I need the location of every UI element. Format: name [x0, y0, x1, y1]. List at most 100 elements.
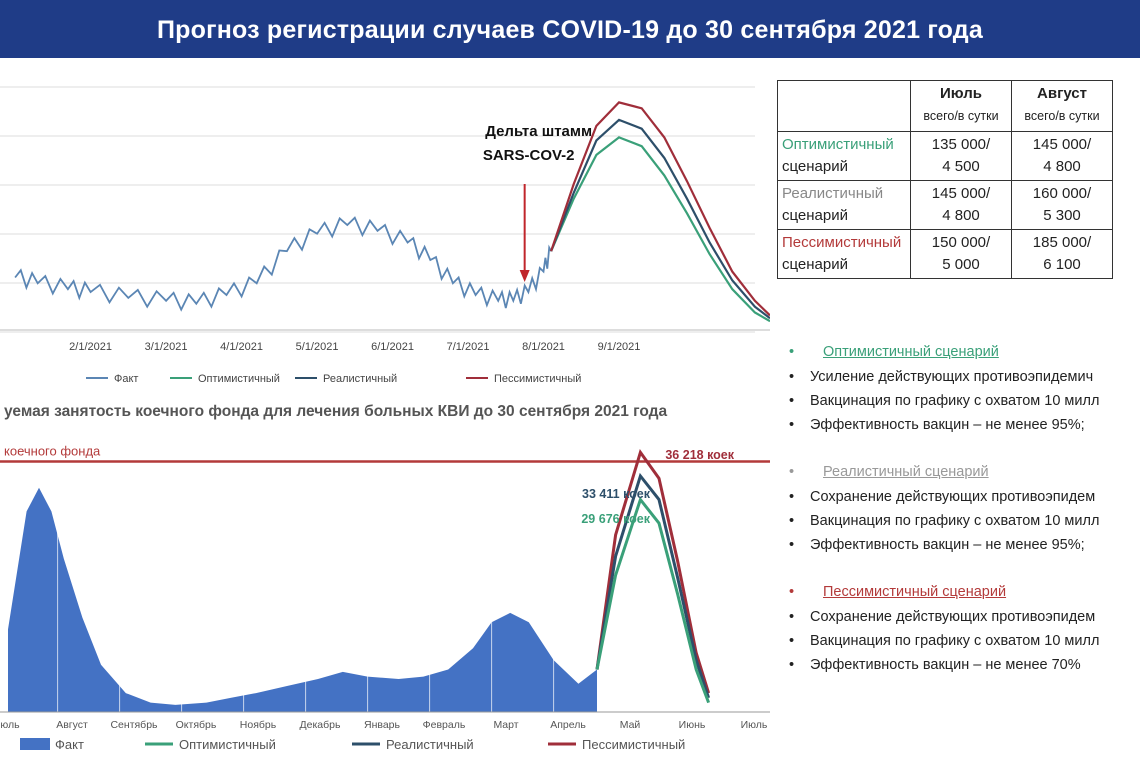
scenario-bullet: Сохранение действующих противоэпидем: [785, 606, 1140, 630]
scenario-bullet: Сохранение действующих противоэпидем: [785, 486, 1140, 510]
x-tick-label: 6/1/2021: [371, 341, 414, 353]
realistic-scenario-block: Реалистичный сценарий Сохранение действу…: [785, 460, 1140, 558]
pessimistic-scenario-block: Пессимистичный сценарий Сохранение дейст…: [785, 580, 1140, 678]
x-category-label: Март: [493, 719, 518, 731]
scenario-bullet: Вакцинация по графику с охватом 10 милл: [785, 630, 1140, 654]
cell-daily: 4 800: [1043, 158, 1081, 175]
row-name-line2: сценарий: [782, 158, 848, 175]
cell: 145 000/4 800: [1011, 131, 1113, 181]
scenario-descriptions: Оптимистичный сценарий Усиление действую…: [785, 340, 1140, 760]
table-corner: [777, 80, 911, 132]
legend-label: Реалистичный: [323, 373, 397, 385]
cell-daily: 5 000: [942, 256, 980, 273]
capacity-label: коечного фонда: [4, 443, 101, 458]
series-line-3: [550, 101, 770, 317]
forecast-value-label: 29 676 коек: [581, 512, 650, 526]
scenario-bullet: Эффективность вакцин – не менее 95%;: [785, 414, 1140, 438]
x-category-label: Декабрь: [300, 719, 341, 731]
cell-daily: 4 500: [942, 158, 980, 175]
table-header-july: Июль всего/в сутки: [910, 80, 1012, 132]
pessimistic-scenario-title: Пессимистичный сценарий: [785, 580, 1140, 606]
x-tick-label: 2/1/2021: [69, 341, 112, 353]
x-tick-label: 4/1/2021: [220, 341, 263, 353]
x-category-label: Январь: [364, 719, 401, 731]
cell-daily: 5 300: [1043, 207, 1081, 224]
legend-label: Оптимистичный: [198, 373, 280, 385]
series-line-0: [14, 216, 552, 312]
forecast-line-1: [595, 472, 711, 699]
legend-label: Пессимистичный: [494, 373, 581, 385]
annotation-arrow-head: [519, 270, 530, 282]
x-category-label: Сентябрь: [110, 719, 158, 731]
cell-total: 135 000/: [931, 136, 991, 153]
legend-label: Факт: [114, 373, 138, 385]
cell: 160 000/5 300: [1011, 180, 1113, 230]
scenario-bullet: Вакцинация по графику с охватом 10 милл: [785, 390, 1140, 414]
x-category-label: Июль: [741, 719, 768, 731]
x-category-label: Апрель: [550, 719, 586, 731]
x-tick-label: 3/1/2021: [145, 341, 188, 353]
bed-occupancy-svg: уемая занятость коечного фонда для лечен…: [0, 403, 770, 752]
forecast-line-2: [595, 496, 711, 704]
cell-total: 185 000/: [1032, 234, 1092, 251]
row-name-line2: сценарий: [782, 256, 848, 273]
x-category-label: Август: [56, 719, 88, 731]
row-name-line1: Пессимистичный: [782, 234, 902, 251]
cell-total: 145 000/: [931, 185, 991, 202]
x-category-label: юль: [0, 719, 20, 731]
scenario-bullet: Эффективность вакцин – не менее 70%: [785, 654, 1140, 678]
x-category-label: Февраль: [423, 719, 466, 731]
forecast-value-label: 33 411 коек: [582, 487, 651, 501]
cell-daily: 4 800: [942, 207, 980, 224]
cell: 150 000/5 000: [910, 229, 1012, 279]
legend-label: Оптимистичный: [179, 737, 276, 752]
page-title: Прогноз регистрации случаев COVID-19 до …: [157, 16, 983, 44]
x-tick-label: 7/1/2021: [447, 341, 490, 353]
header-month: Июль: [940, 85, 982, 102]
scenario-bullet: Эффективность вакцин – не менее 95%;: [785, 534, 1140, 558]
legend-swatch: [20, 738, 50, 750]
x-category-label: Ноябрь: [240, 719, 277, 731]
cell: 145 000/4 800: [910, 180, 1012, 230]
scenario-bullet: Вакцинация по графику с охватом 10 милл: [785, 510, 1140, 534]
annotation-line2: SARS-COV-2: [483, 147, 575, 164]
x-tick-label: 8/1/2021: [522, 341, 565, 353]
cell-total: 145 000/: [1032, 136, 1092, 153]
row-name: Оптимистичный сценарий: [777, 131, 911, 181]
chart-title: уемая занятость коечного фонда для лечен…: [4, 403, 668, 420]
row-name: Пессимистичный сценарий: [777, 229, 911, 279]
header-month: Август: [1037, 85, 1087, 102]
forecast-value-label: 36 218 коек: [665, 448, 734, 462]
table-row-optimistic: Оптимистичный сценарий 135 000/4 500 145 …: [777, 131, 1113, 181]
bed-occupancy-chart: уемая занятость коечного фонда для лечен…: [0, 396, 770, 760]
row-name-line2: сценарий: [782, 207, 848, 224]
series-line-2: [550, 118, 770, 320]
header-sub: всего/в сутки: [1024, 109, 1100, 123]
cell: 185 000/6 100: [1011, 229, 1113, 279]
scenario-table: Июль всего/в сутки Август всего/в сутки …: [777, 80, 1113, 279]
x-category-label: Октябрь: [176, 719, 217, 731]
table-row-realistic: Реалистичный сценарий 145 000/4 800 160 0…: [777, 180, 1113, 230]
header-sub: всего/в сутки: [923, 109, 999, 123]
legend-label: Факт: [55, 737, 84, 752]
table-header-august: Август всего/в сутки: [1011, 80, 1113, 132]
scenario-bullet: Усиление действующих противоэпидемич: [785, 366, 1140, 390]
cases-forecast-chart: 2/1/2021 3/1/2021 4/1/2021 5/1/2021 6/1/2021…: [0, 72, 770, 392]
legend-label: Пессимистичный: [582, 737, 685, 752]
x-category-label: Июнь: [679, 719, 706, 731]
legend-label: Реалистичный: [386, 737, 474, 752]
cases-forecast-svg: 2/1/2021 3/1/2021 4/1/2021 5/1/2021 6/1/2021…: [0, 86, 770, 385]
row-name: Реалистичный сценарий: [777, 180, 911, 230]
x-tick-label: 9/1/2021: [598, 341, 641, 353]
cell-total: 150 000/: [931, 234, 991, 251]
annotation-line1: Дельта штамм: [485, 123, 592, 140]
table-row-pessimistic: Пессимистичный сценарий 150 000/5 000 185…: [777, 229, 1113, 279]
x-tick-label: 5/1/2021: [296, 341, 339, 353]
fact-bars: [8, 487, 597, 712]
optimistic-scenario-block: Оптимистичный сценарий Усиление действую…: [785, 340, 1140, 438]
cell: 135 000/4 500: [910, 131, 1012, 181]
row-name-line1: Оптимистичный: [782, 136, 894, 153]
series-line-1: [550, 136, 770, 323]
cell-daily: 6 100: [1043, 256, 1081, 273]
forecast-line-0: [595, 449, 711, 694]
